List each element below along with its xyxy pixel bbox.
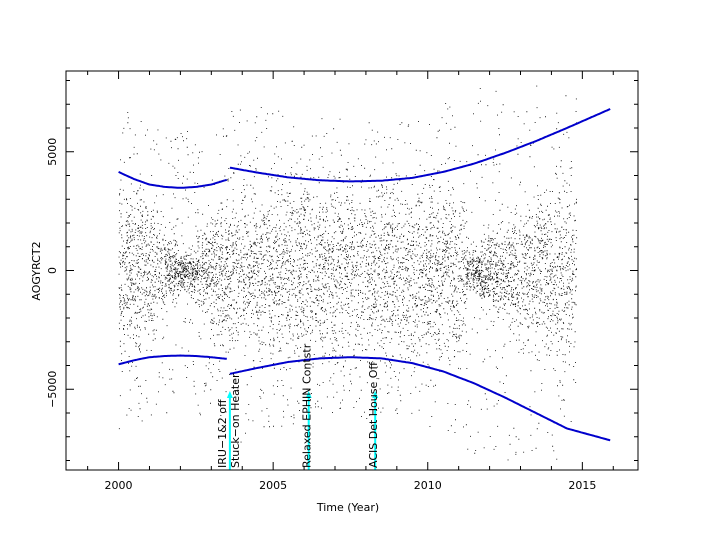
event-arrowhead-0	[226, 391, 233, 398]
y-tick-label-5000: 5000	[46, 138, 59, 166]
scatter-point-cloud	[118, 85, 578, 461]
x-tick-label-2005: 2005	[259, 479, 287, 492]
event-arrowhead-2	[372, 391, 379, 398]
x-tick-label-2010: 2010	[414, 479, 442, 492]
y-tick-label-0: 0	[46, 267, 59, 274]
x-tick-label-2015: 2015	[568, 479, 596, 492]
x-tick-label-2000: 2000	[105, 479, 133, 492]
lower-envelope-line-0	[118, 354, 227, 366]
event-label-0-0: IRU−1&2 off	[216, 399, 229, 468]
x-axis-label: Time (Year)	[316, 501, 379, 514]
envelope-lines	[118, 108, 611, 442]
axis-ticks: 2000 2005 2010 2015 −5000 0 5000	[46, 71, 638, 492]
event-label-1-0: Relaxed EPHIN Contstr	[301, 343, 314, 468]
event-label-0-1: Stuck−on Heater	[229, 373, 242, 468]
scatter-points	[118, 85, 578, 461]
y-tick-label--5000: −5000	[46, 371, 59, 408]
lower-envelope-line-1	[229, 356, 611, 442]
event-markers: IRU−1&2 off Stuck−on Heater Relaxed EPHIN …	[216, 343, 380, 470]
event-arrowhead-1	[305, 391, 312, 398]
y-axis-label: AOGYRCT2	[30, 241, 43, 300]
event-label-2-0: ACIS Det House Off	[367, 362, 380, 468]
upper-envelope-line-0	[118, 170, 228, 189]
upper-envelope-line-1	[229, 108, 611, 183]
